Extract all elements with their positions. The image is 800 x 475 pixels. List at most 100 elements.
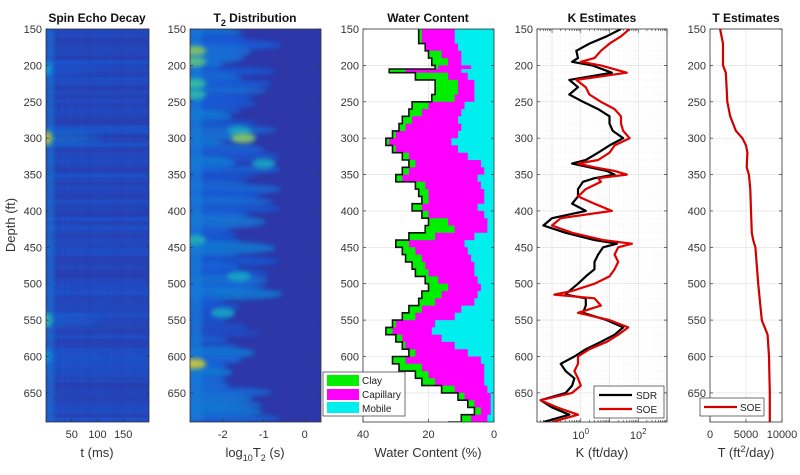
heatmap-row [46,273,149,279]
heatmap-row [46,369,149,375]
echo-band [46,351,99,362]
heatmap-column [70,29,72,422]
heatmap-column [67,29,69,422]
area-mobile [431,29,494,422]
legend: SOE [699,397,765,417]
heatmap-column [79,29,81,422]
heatmap-row [46,251,149,257]
heatmap-row [46,216,149,222]
y-tick-label: 150 [515,24,533,36]
heatmap-row [46,378,149,384]
x-tick-label: 150 [114,429,132,441]
heatmap-row [46,382,149,388]
heatmap-column [118,29,120,422]
legend-label-clay: Clay [362,376,382,387]
heatmap-row [46,29,149,34]
heatmap-column [85,29,87,422]
y-tick-label: 600 [688,352,706,364]
x-tick-label: 10000 [767,429,798,441]
axes-frame [536,28,668,423]
heatmap-column [64,29,66,422]
y-ticks: 150 200 250 300 350 400 450 500 550 600 650 [688,24,782,400]
heatmap-row [46,177,149,183]
t2-peak [190,235,207,246]
panel-t-estimates: T Estimates 150 200 250 300 350 400 450 500 550 6… [688,11,798,460]
heatmap-column [133,29,135,422]
y-tick-label: 350 [24,170,42,182]
t2-peak [227,271,252,282]
t2-peak [190,45,207,56]
heatmap-column [112,29,114,422]
heatmap-row [46,133,149,139]
legend-label-sdr: SDR [636,391,657,402]
heatmap-row [46,98,149,104]
y-tick-label: 250 [341,97,359,109]
heatmap-row [46,360,149,366]
echo-highlight [46,62,52,77]
heatmap-row [46,295,149,301]
x-tick-label: 50 [66,429,78,441]
heatmap-column [106,29,108,422]
heatmap-row [46,264,149,270]
y-tick-label: 600 [168,352,186,364]
heatmap-row [46,77,149,82]
y-tick-label: 400 [168,206,186,218]
y-tick-label: 250 [24,97,42,109]
heatmap-row [46,90,149,95]
y-tick-label: 200 [24,60,42,72]
heatmap-row [46,277,149,283]
early-time-band [46,29,54,422]
y-ticks: 150 200 250 300 350 400 450 500 550 600 650 [24,24,149,400]
heatmap-row [46,404,149,410]
y-tick-label: 200 [168,60,186,72]
y-tick-label: 450 [515,242,533,254]
heatmap-column [100,29,102,422]
y-tick-label: 400 [688,206,706,218]
heatmap-column [103,29,105,422]
y-tick-label: 650 [515,388,533,400]
heatmap-column [148,29,149,422]
legend: SDR SOE [593,385,665,419]
heatmap-row [46,242,149,248]
heatmap-row [46,46,149,52]
grid [536,28,668,423]
heatmap-row [46,238,149,244]
heatmap-row [46,125,149,130]
heatmap-row [46,282,149,288]
heatmap-row [46,173,149,178]
y-tick-label: 300 [24,133,42,145]
heatmap-row [46,63,149,69]
heatmap-row [46,142,149,148]
heatmap-row [46,103,149,109]
heatmap-row [46,334,149,340]
y-tick-label: 650 [168,388,186,400]
heatmap-column [94,29,96,422]
heatmap-column [121,29,123,422]
y-tick-label: 350 [688,170,706,182]
heatmap-row [46,321,149,327]
heatmap-column [127,29,129,422]
heatmap-row [46,111,149,117]
heatmap-row [46,164,149,170]
heatmap-row [46,146,149,152]
y-tick-label: 550 [341,315,359,327]
heatmap-row [46,129,149,135]
heatmap-column [124,29,126,422]
t2-streak [190,328,261,338]
t2-peak [251,158,276,169]
echo-band [46,133,99,144]
heatmap-row [46,408,149,414]
heatmap-row [46,107,149,113]
heatmap-row [46,325,149,331]
heatmap-column [55,29,57,422]
panel-water-content: Water Content 15020025030035040045050055… [322,11,497,460]
x-tick-label: 0 [707,429,713,441]
y-tick-label: 300 [341,133,359,145]
heatmap-row [46,229,149,235]
y-tick-label: 400 [515,206,533,218]
y-tick-label: 350 [515,170,533,182]
heatmap-row [46,387,149,392]
panel-title: T2 Distribution [213,11,296,28]
heatmap-row [46,160,149,165]
y-ticks: 150 200 250 300 350 400 450 500 550 600 650 [168,24,321,400]
